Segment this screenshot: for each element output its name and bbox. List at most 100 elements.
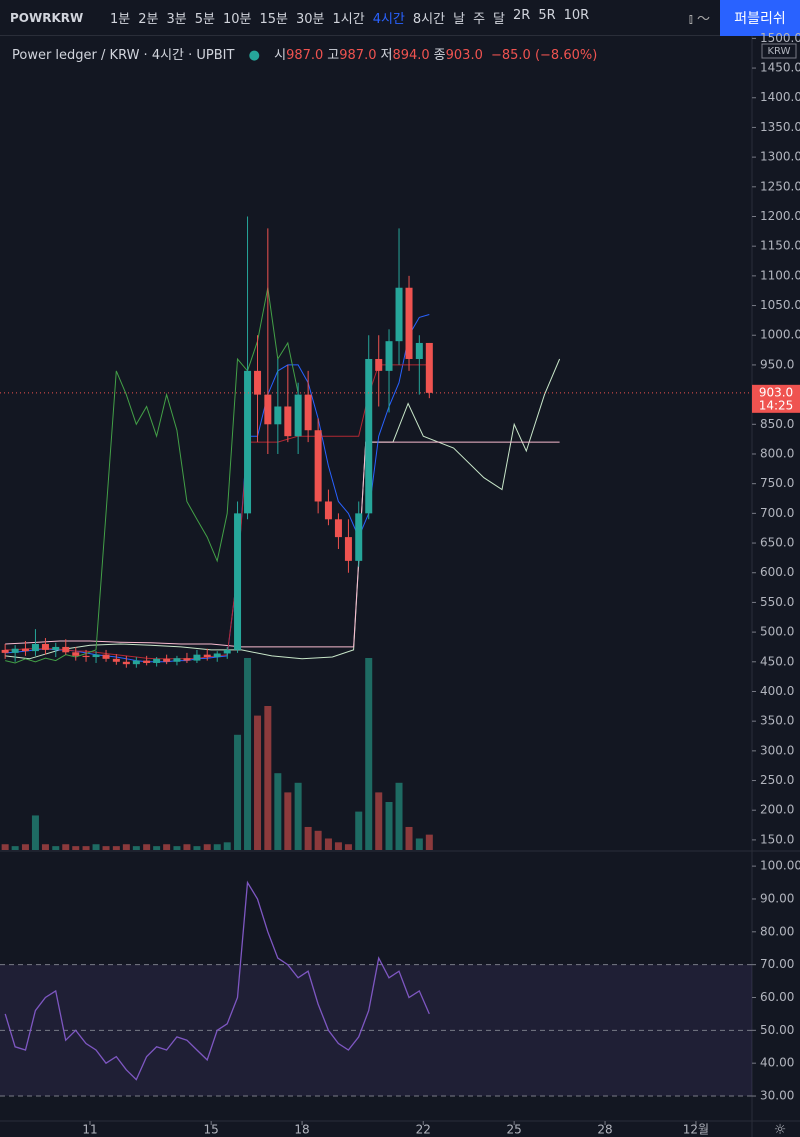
volume-bar [62, 844, 70, 850]
y-tick-label: 1300.0 [760, 150, 800, 164]
candle-body [193, 654, 201, 661]
volume-bar [112, 846, 120, 850]
volume-bar [153, 846, 161, 850]
x-tick-label: 28 [597, 1123, 612, 1137]
candle-body [41, 643, 49, 650]
volume-bar [234, 734, 242, 850]
candle-body [173, 658, 181, 662]
y-tick-label: 1200.0 [760, 209, 800, 223]
interval[interactable]: 3분 [166, 12, 187, 27]
interval[interactable]: 10분 [222, 12, 252, 27]
y-tick-label: 60.00 [760, 990, 794, 1004]
x-tick-label: 11 [82, 1123, 97, 1137]
interval[interactable]: 10R [563, 8, 590, 23]
candle-body [143, 660, 151, 663]
last-price-box [752, 384, 800, 413]
candle-body [324, 501, 332, 520]
candle-body [62, 646, 70, 653]
field-label: 종 [433, 48, 446, 63]
y-tick-label: 700.0 [760, 506, 794, 520]
candle-body [31, 643, 39, 652]
volume-bar [72, 846, 80, 850]
chart-style-icon[interactable]: ⫾ 〜 [688, 12, 710, 27]
y-tick-label: 1450.0 [760, 61, 800, 75]
candle-body [304, 394, 312, 431]
y-tick-label: 250.0 [760, 773, 794, 787]
interval[interactable]: 2분 [138, 12, 159, 27]
intervals: 1분 2분 3분 5분 10분 15분 30분 1시간 4시간 8시간 날 주 달 2R 5R 10R [110, 8, 679, 27]
volume-bar [365, 658, 373, 850]
volume-bar [41, 844, 49, 850]
candle-body [365, 358, 373, 514]
volume-bar [355, 811, 363, 850]
volume-bar [21, 844, 29, 850]
y-tick-label: 100.00 [760, 859, 800, 873]
volume-bar [375, 792, 383, 850]
y-tick-label: 50.00 [760, 1023, 794, 1037]
interval[interactable]: 날 [453, 12, 466, 27]
volume-bar [143, 844, 151, 850]
x-tick-label: 15 [204, 1123, 219, 1137]
volume-bar [173, 846, 181, 850]
field-label: 고 [327, 48, 340, 63]
interval[interactable]: 30분 [295, 12, 325, 27]
y-tick-label: 500.0 [760, 625, 794, 639]
candle-body [254, 370, 262, 395]
rsi-line [4, 880, 430, 1081]
interval[interactable]: 1시간 [332, 12, 365, 27]
candle-body [375, 358, 383, 371]
candle-body [203, 654, 211, 658]
volume-bar [102, 846, 110, 850]
y-tick-label: 70.00 [760, 957, 794, 971]
candle-body [294, 394, 302, 437]
y-tick-label: 450.0 [760, 654, 794, 668]
candle-body [132, 660, 140, 665]
change: −85.0 (−8.60%) [490, 48, 598, 63]
x-tick-label: 22 [416, 1123, 431, 1137]
candle-body [284, 406, 292, 437]
candle-body [163, 658, 171, 662]
y-tick-label: 600.0 [760, 565, 794, 579]
y-tick-label: 850.0 [760, 417, 794, 431]
interval[interactable]: 2R [513, 8, 531, 23]
candle-body [21, 648, 29, 652]
y-tick-label: 150.0 [760, 832, 794, 846]
y-tick-label: 950.0 [760, 357, 794, 371]
interval[interactable]: 주 [473, 12, 486, 27]
unit-box [761, 43, 797, 59]
volume-bar [304, 826, 312, 850]
interval[interactable]: 1분 [110, 12, 131, 27]
interval[interactable]: 5분 [194, 12, 215, 27]
volume-bar [385, 802, 393, 850]
interval[interactable]: 4시간 [372, 12, 405, 27]
candle-body [112, 658, 120, 662]
volume-bar [213, 844, 221, 850]
interval[interactable]: 8시간 [412, 12, 446, 27]
y-tick-label: 300.0 [760, 743, 794, 757]
y-tick-label: 1100.0 [760, 268, 800, 282]
publish-button[interactable]: 퍼블리쉬 [720, 0, 800, 36]
candle-body [213, 653, 221, 658]
countdown: 14:25 [759, 398, 794, 412]
interval[interactable]: 15분 [259, 12, 288, 27]
y-tick-label: 650.0 [760, 536, 794, 550]
candle-body [314, 430, 322, 502]
volume-bar [122, 844, 130, 850]
leading-span-b [5, 441, 560, 648]
x-tick-label: 25 [507, 1123, 522, 1137]
volume-bar [344, 844, 352, 850]
legend: Power ledger / KRW · 4시간 · UPBIT ● 시987.… [12, 44, 597, 63]
volume-bar [405, 826, 413, 850]
volume-bar [284, 792, 292, 850]
y-tick-label: 550.0 [760, 595, 794, 609]
status-dot: ● [248, 48, 260, 63]
symbol[interactable]: POWRKRW [10, 10, 84, 25]
leading-span-a [5, 358, 561, 660]
y-tick-label: 350.0 [760, 714, 794, 728]
candle-body [122, 661, 130, 665]
interval[interactable]: 달 [493, 12, 505, 27]
settings-icon: ☼ [774, 1122, 787, 1137]
interval[interactable]: 5R [538, 8, 556, 23]
